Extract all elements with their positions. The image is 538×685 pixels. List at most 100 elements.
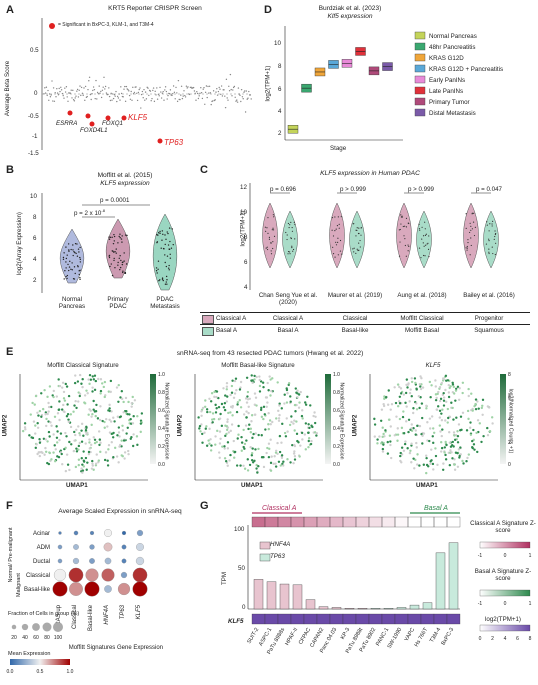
sample-dot	[472, 221, 475, 223]
screen-point	[224, 106, 227, 109]
screen-point	[232, 86, 235, 89]
umap-cell	[72, 449, 76, 453]
umap-cell	[57, 455, 61, 459]
screen-point	[95, 79, 97, 82]
umap-cell	[40, 392, 43, 395]
umap-cell	[315, 434, 318, 437]
umap-cell	[38, 451, 42, 454]
umap-cell	[108, 407, 111, 410]
umap-cell	[109, 379, 113, 383]
umap-cell	[297, 406, 301, 409]
umap-cell	[453, 458, 456, 461]
b-p2: p = 2 x 10-8	[74, 208, 105, 218]
umap-cell	[92, 408, 95, 411]
screen-point	[239, 94, 241, 97]
screen-point	[49, 96, 52, 98]
expression-dot	[52, 581, 68, 597]
umap-cell	[93, 438, 97, 441]
umap-cell	[77, 448, 80, 451]
colorbar-tick: 8	[508, 372, 511, 378]
umap-cell	[206, 410, 209, 414]
screen-point	[161, 92, 164, 94]
colorbar-tick: 0.6	[333, 408, 340, 414]
sample-dot	[267, 232, 269, 234]
umap-title: Moffitt Classical Signature	[47, 362, 119, 369]
screen-point	[144, 91, 147, 93]
sample-dot	[113, 235, 116, 238]
screen-point	[55, 96, 57, 98]
umap-cell	[108, 431, 112, 434]
umap-cell	[86, 431, 89, 435]
umap-cell	[221, 445, 224, 448]
screen-point	[98, 85, 100, 87]
umap-cell	[380, 442, 383, 445]
umap-cell	[265, 396, 269, 399]
umap-cell	[260, 415, 264, 419]
classical-z-cell	[251, 516, 266, 528]
sample-dot	[121, 235, 123, 237]
umap-cell	[289, 395, 292, 398]
screen-point	[136, 92, 138, 94]
umap-cell	[116, 434, 119, 437]
col-label: KRAS up	[56, 604, 62, 629]
sample-dot	[427, 242, 429, 244]
expression-dot	[136, 529, 144, 537]
umap-cell	[394, 401, 398, 405]
umap-cell	[478, 422, 481, 425]
umap-cell	[269, 469, 273, 472]
umap-cell	[395, 415, 398, 418]
screen-point	[164, 86, 167, 88]
sample-dot	[118, 257, 120, 259]
screen-point	[156, 98, 159, 100]
sample-dot	[270, 253, 273, 255]
sample-dot	[418, 228, 421, 230]
umap-cell	[405, 405, 408, 408]
klf5-cell	[329, 613, 344, 625]
umap-cell	[23, 422, 27, 425]
tp63-bar	[396, 607, 407, 610]
sample-dot	[272, 227, 274, 229]
umap-cell	[47, 405, 51, 409]
umap-cell	[429, 395, 432, 399]
umap-cell	[440, 419, 444, 422]
umap-cell	[132, 433, 135, 436]
sample-dot	[122, 261, 124, 263]
umap-cell	[44, 411, 48, 414]
sample-dot	[169, 257, 172, 259]
umap-cell	[233, 451, 236, 454]
umap-cell	[393, 386, 396, 389]
c-row-b-0: Basal A	[277, 327, 299, 334]
sample-dot	[401, 215, 403, 217]
umap-cell	[480, 406, 484, 410]
row-label: Basal-like	[24, 587, 51, 593]
screen-point	[82, 94, 84, 97]
sample-dot	[418, 223, 420, 225]
umap-cell	[68, 440, 71, 444]
screen-point	[133, 91, 136, 94]
umap-cell	[99, 441, 102, 445]
umap-cell	[410, 461, 413, 464]
sample-dot	[118, 235, 120, 238]
umap-cell	[82, 434, 85, 437]
umap-cell	[122, 439, 126, 442]
sample-dot	[355, 229, 357, 231]
umap-cell	[402, 432, 406, 435]
umap-cell	[80, 457, 83, 460]
umap-cell	[410, 442, 413, 445]
sample-dot	[486, 221, 488, 223]
c-row-a-0: Classical A	[272, 315, 304, 322]
umap-cell	[402, 449, 406, 452]
umap-cell	[34, 424, 37, 427]
umap-cell	[65, 415, 69, 418]
umap-cell	[293, 455, 297, 458]
umap-cell	[73, 381, 77, 385]
sample-dot	[113, 233, 115, 236]
umap-cell	[418, 464, 421, 467]
umap-cell	[435, 408, 439, 411]
umap-cell	[264, 428, 267, 431]
umap-cell	[393, 434, 396, 437]
legend-swatch	[414, 53, 426, 62]
umap-cell	[382, 402, 385, 406]
umap-cell	[432, 468, 435, 471]
umap-cell	[425, 463, 429, 467]
